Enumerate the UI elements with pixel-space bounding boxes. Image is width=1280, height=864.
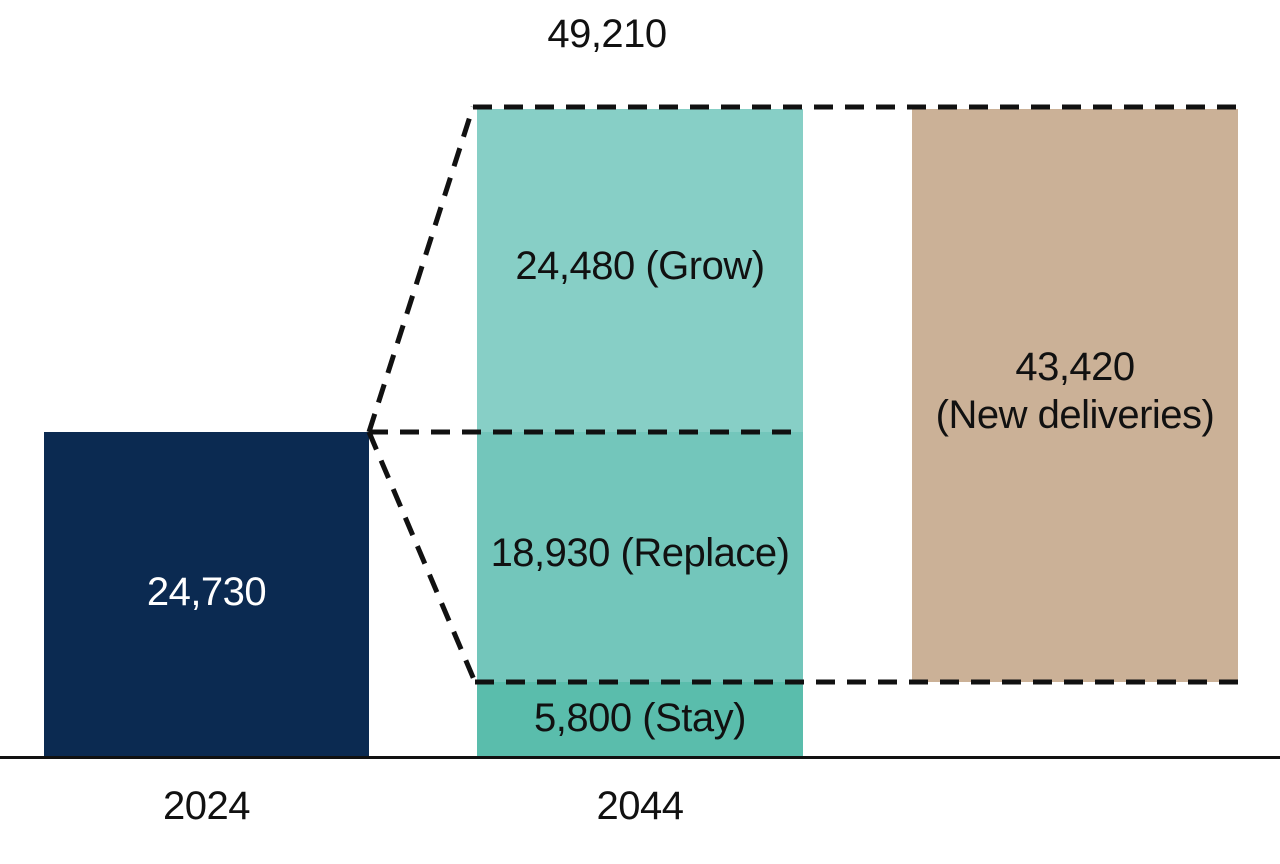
segment-replace-label: 18,930 (Replace) [490,531,790,575]
segment-stay-label: 5,800 (Stay) [534,696,746,740]
bar-2044-segment-stay [477,682,803,757]
bar-2024-fleet [44,432,369,757]
new-deliveries-caption: (New deliveries) [935,393,1215,437]
new-deliveries-label: 43,420 (New deliveries) [912,343,1238,439]
bar-2044-segment-replace [477,432,803,682]
bar-2044-segment-grow [477,109,803,432]
dashed-diagonal-upper [366,106,476,433]
axis-label-2044: 2044 [596,784,684,828]
total-2044-label: 49,210 [547,12,667,56]
segment-grow-label: 24,480 (Grow) [515,244,765,288]
bar-2024-value-label: 24,730 [146,570,267,614]
axis-label-2024: 2024 [163,784,250,828]
dashed-diagonal-lower [366,431,478,683]
new-deliveries-value: 43,420 [1015,345,1135,389]
bar-new-deliveries [912,109,1238,682]
x-axis-line [0,756,1280,759]
